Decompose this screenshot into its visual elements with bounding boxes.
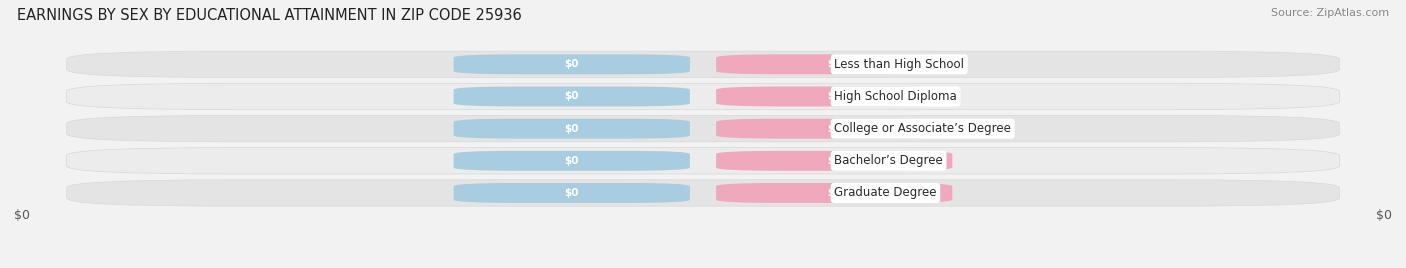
FancyBboxPatch shape [66,148,1340,174]
Text: $0: $0 [1376,209,1392,222]
Text: $0: $0 [565,59,579,69]
FancyBboxPatch shape [716,183,952,203]
FancyBboxPatch shape [454,87,690,106]
FancyBboxPatch shape [66,180,1340,206]
FancyBboxPatch shape [454,119,690,139]
FancyBboxPatch shape [454,151,690,171]
FancyBboxPatch shape [716,54,952,74]
Text: Graduate Degree: Graduate Degree [834,187,936,199]
Text: EARNINGS BY SEX BY EDUCATIONAL ATTAINMENT IN ZIP CODE 25936: EARNINGS BY SEX BY EDUCATIONAL ATTAINMEN… [17,8,522,23]
Text: Bachelor’s Degree: Bachelor’s Degree [834,154,943,167]
FancyBboxPatch shape [716,151,952,171]
FancyBboxPatch shape [454,54,690,74]
Text: $0: $0 [565,188,579,198]
Text: $0: $0 [827,59,841,69]
Text: $0: $0 [565,156,579,166]
FancyBboxPatch shape [454,183,690,203]
Text: Source: ZipAtlas.com: Source: ZipAtlas.com [1271,8,1389,18]
Text: $0: $0 [827,156,841,166]
Text: $0: $0 [827,91,841,102]
Text: $0: $0 [14,209,30,222]
FancyBboxPatch shape [716,119,952,139]
Text: $0: $0 [565,124,579,134]
FancyBboxPatch shape [66,51,1340,77]
FancyBboxPatch shape [66,116,1340,142]
FancyBboxPatch shape [716,87,952,106]
Text: College or Associate’s Degree: College or Associate’s Degree [834,122,1011,135]
Text: $0: $0 [827,124,841,134]
Text: High School Diploma: High School Diploma [834,90,957,103]
Text: Less than High School: Less than High School [834,58,965,71]
Text: $0: $0 [827,188,841,198]
Text: $0: $0 [565,91,579,102]
FancyBboxPatch shape [66,83,1340,110]
